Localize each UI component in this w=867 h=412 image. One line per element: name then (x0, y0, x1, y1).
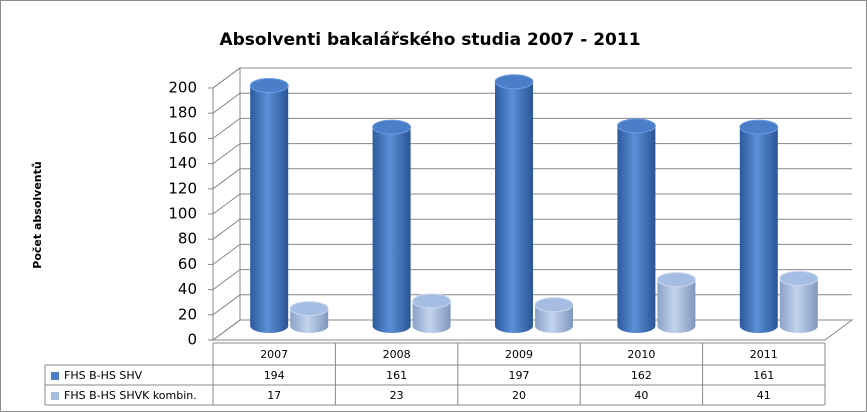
y-tick-label: 100 (168, 205, 197, 223)
y-tick-label: 20 (178, 305, 197, 323)
table-value: 40 (634, 389, 648, 402)
x-tick-label: 2011 (750, 348, 778, 361)
bar-top (289, 301, 329, 317)
bar (412, 293, 452, 333)
grid-line (212, 92, 852, 114)
y-tick-label: 40 (178, 280, 197, 298)
y-tick-label: 200 (168, 79, 197, 97)
bar (616, 118, 656, 333)
bar-top (494, 74, 534, 90)
bar-top (534, 297, 574, 313)
grid-line (212, 117, 852, 139)
bar-body (657, 279, 696, 333)
table-value: 194 (264, 369, 285, 382)
y-tick-label: 60 (178, 255, 197, 273)
legend-label: FHS B-HS SHV (64, 369, 143, 382)
x-tick-label: 2009 (505, 348, 533, 361)
bar-top (412, 293, 452, 309)
y-tick-label: 120 (168, 179, 197, 197)
y-tick-label: 140 (168, 154, 197, 172)
legend-label: FHS B-HS SHVK kombin. (64, 389, 197, 402)
plot: 0 20 40 60 80 100 120 140 160 180 200 2007 2008 2009 2… (44, 67, 854, 406)
y-tick-label: 180 (168, 104, 197, 122)
table-value: 23 (390, 389, 404, 402)
bar (289, 301, 329, 333)
bar (494, 74, 534, 333)
bar-top (616, 118, 656, 134)
bar-top (372, 119, 412, 135)
bar (372, 119, 412, 333)
y-tick-label: 160 (168, 129, 197, 147)
x-tick-label: 2007 (260, 348, 288, 361)
x-tick-label: 2010 (627, 348, 655, 361)
bar (249, 78, 289, 333)
bar-top (739, 119, 779, 135)
bar-body (250, 85, 289, 333)
bar (779, 270, 819, 333)
x-tick-label: 2008 (383, 348, 411, 361)
y-axis-label: Počet absolventů (31, 161, 44, 268)
bar-body (535, 304, 573, 333)
bar (656, 272, 696, 333)
bar (739, 119, 779, 333)
table-value: 161 (386, 369, 407, 382)
table-value: 162 (631, 369, 652, 382)
bar-top (779, 270, 819, 286)
bar-body (779, 278, 818, 333)
y-tick-label: 80 (178, 230, 197, 248)
table-value: 197 (509, 369, 530, 382)
bar-body (495, 81, 533, 333)
legend-swatch (51, 392, 59, 400)
y-tick-label: 0 (187, 331, 197, 349)
bar-body (412, 301, 451, 333)
table-value: 161 (753, 369, 774, 382)
bar-body (739, 127, 778, 333)
legend-swatch (51, 372, 59, 380)
chart-title: Absolventi bakalářského studia 2007 - 20… (219, 30, 640, 50)
bar-top (656, 272, 696, 288)
bar-top (249, 78, 289, 94)
table-value: 41 (757, 389, 771, 402)
bar-body (372, 127, 411, 333)
bar (534, 297, 574, 333)
bar-body (617, 125, 656, 333)
table-value: 20 (512, 389, 526, 402)
table-value: 17 (267, 389, 281, 402)
grid-line (212, 67, 852, 89)
